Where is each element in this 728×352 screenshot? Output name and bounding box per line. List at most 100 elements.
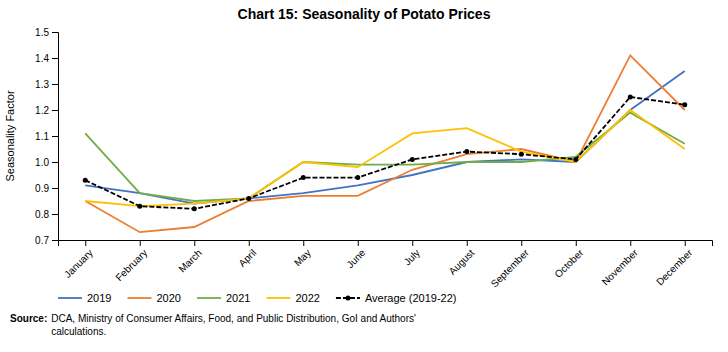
y-tick-mark: [52, 188, 58, 189]
x-tick-mark: [194, 240, 195, 246]
x-axis: January February March April May June July Augu…: [59, 240, 713, 289]
x-tick-mark: [412, 240, 413, 246]
x-tick-mark: [85, 240, 86, 246]
chart: Chart 15: Seasonality of Potato Prices 0.…: [0, 0, 728, 352]
y-tick-mark: [52, 240, 58, 241]
legend-label: Average (2019-22): [365, 292, 457, 304]
x-tick-label: December: [654, 247, 695, 288]
legend: 2019 2020 2021 2022 Average (2019-22): [58, 292, 456, 304]
legend-item: 2022: [266, 292, 319, 304]
x-tick: January: [62, 240, 95, 280]
x-tick-mark: [358, 240, 359, 246]
legend-item: 2020: [127, 292, 180, 304]
x-tick-label: March: [177, 247, 204, 274]
point-marker: [410, 157, 415, 162]
x-tick-label: October: [553, 247, 586, 280]
x-tick-label: July: [402, 247, 422, 267]
x-tick-mark: [303, 240, 304, 246]
x-tick-label: June: [344, 247, 367, 270]
y-tick-mark: [52, 84, 58, 85]
source-label: Source:: [10, 313, 47, 324]
x-tick: August: [447, 240, 477, 277]
y-tick: 0.9: [35, 183, 58, 194]
point-marker: [192, 206, 197, 211]
legend-label: 2022: [295, 292, 319, 304]
x-tick-mark: [630, 240, 631, 246]
y-tick: 0.8: [35, 209, 58, 220]
point-marker: [83, 178, 88, 183]
x-tick-label: January: [62, 247, 95, 280]
y-tick-mark: [52, 58, 58, 59]
series-line: [85, 55, 685, 232]
y-tick-label: 1.3: [35, 79, 49, 90]
x-tick-label: May: [292, 247, 313, 268]
legend-item: 2021: [197, 292, 250, 304]
point-marker: [682, 102, 687, 107]
legend-swatch: [127, 297, 151, 299]
y-tick-mark: [52, 32, 58, 33]
y-tick-label: 0.8: [35, 209, 49, 220]
y-tick-mark: [52, 214, 58, 215]
legend-item: Average (2019-22): [336, 292, 457, 304]
legend-swatch: [197, 297, 221, 299]
y-axis-title: Seasonality Factor: [4, 90, 16, 181]
x-tick-label: February: [113, 247, 149, 283]
x-tick: June: [344, 240, 367, 270]
x-tick-label: August: [447, 247, 477, 277]
point-marker: [464, 149, 469, 154]
point-marker: [246, 196, 251, 201]
source-text: DCA, Ministry of Consumer Affairs, Food,…: [51, 313, 416, 337]
source-line: DCA, Ministry of Consumer Affairs, Food,…: [51, 313, 416, 324]
plot: 0.7 0.8 0.9 1.0 1.1 1.2 1.3 1.4 1.5 January Februa…: [35, 27, 712, 290]
point-marker: [519, 152, 524, 157]
point-marker: [137, 204, 142, 209]
x-tick-mark: [467, 240, 468, 246]
x-tick-label: November: [600, 247, 641, 288]
y-tick-label: 1.4: [35, 53, 49, 64]
point-marker: [301, 175, 306, 180]
y-tick: 1.2: [35, 105, 58, 116]
series-line: [85, 113, 685, 201]
x-tick-label: September: [489, 247, 532, 290]
y-tick-mark: [52, 136, 58, 137]
x-tick-mark: [576, 240, 577, 246]
source-line: calculations.: [51, 326, 106, 337]
legend-label: 2021: [226, 292, 250, 304]
x-tick: March: [177, 240, 204, 275]
x-tick: December: [654, 240, 695, 287]
y-tick-label: 1.5: [35, 27, 49, 38]
legend-label: 2019: [87, 292, 111, 304]
y-tick: 1.3: [35, 79, 58, 90]
x-tick: February: [113, 240, 149, 283]
y-tick-label: 0.7: [35, 235, 49, 246]
y-tick-label: 1.0: [35, 157, 49, 168]
axis-domain: [59, 241, 713, 247]
series-line: [85, 110, 685, 206]
title: Chart 15: Seasonality of Potato Prices: [238, 6, 491, 22]
x-tick-mark: [140, 240, 141, 246]
y-tick: 1.4: [35, 53, 58, 64]
y-tick-mark: [52, 162, 58, 163]
x-tick-label: April: [237, 247, 259, 269]
y-tick: 0.7: [35, 235, 58, 246]
point-marker: [628, 95, 633, 100]
legend-item: 2019: [58, 292, 111, 304]
legend-swatch-marker: [345, 296, 350, 301]
series-line: [85, 97, 685, 209]
x-tick-mark: [521, 240, 522, 246]
x-tick: April: [237, 240, 259, 269]
axis-domain: [52, 33, 59, 241]
y-tick-label: 0.9: [35, 183, 49, 194]
y-axis: 0.7 0.8 0.9 1.0 1.1 1.2 1.3 1.4 1.5: [35, 27, 58, 246]
point-marker: [573, 157, 578, 162]
y-tick-mark: [52, 110, 58, 111]
legend-swatch: [266, 297, 290, 299]
legend-swatch: [58, 297, 82, 299]
x-tick: October: [553, 240, 586, 280]
x-tick-mark: [249, 240, 250, 246]
y-tick: 1.1: [35, 131, 58, 142]
y-tick: 1.0: [35, 157, 58, 168]
x-tick: November: [600, 240, 641, 287]
x-tick: July: [402, 240, 422, 267]
x-tick: September: [489, 240, 532, 289]
